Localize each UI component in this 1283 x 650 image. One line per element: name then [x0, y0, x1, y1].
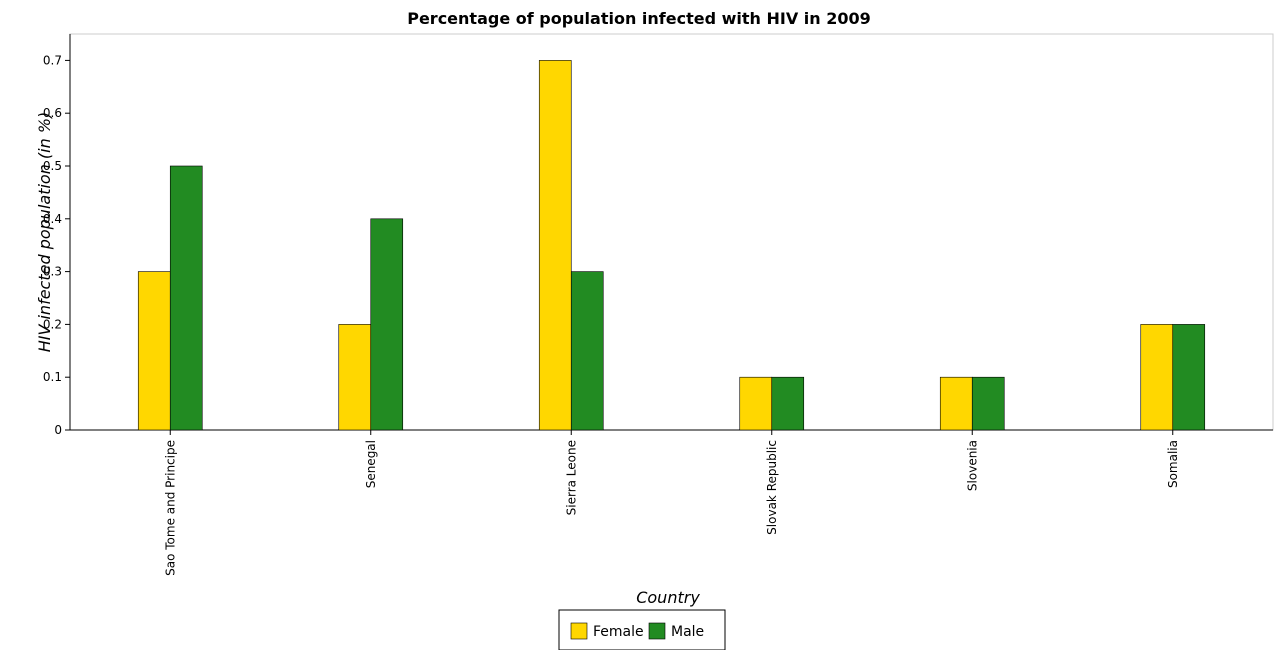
- x-tick-label: Somalia: [1166, 440, 1180, 488]
- x-tick-label: Slovenia: [965, 440, 979, 491]
- bar-female: [338, 324, 372, 431]
- y-tick-label: 0: [54, 423, 62, 437]
- bar-female: [1140, 324, 1174, 431]
- chart-title: Percentage of population infected with H…: [407, 9, 871, 28]
- bar-male: [370, 218, 404, 431]
- x-tick-label: Slovak Republic: [765, 440, 779, 535]
- bar-male: [169, 165, 203, 431]
- x-axis-label: Country: [636, 588, 700, 607]
- x-tick-label: Sao Tome and Principe: [163, 440, 177, 576]
- y-tick-label: 0.1: [43, 370, 62, 384]
- y-tick-label: 0.4: [43, 212, 62, 226]
- legend-swatch-female: [570, 622, 588, 640]
- y-tick-label: 0.5: [43, 159, 62, 173]
- bar-male: [971, 376, 1005, 431]
- legend-label-male: Male: [671, 624, 704, 640]
- x-tick-label: Senegal: [364, 440, 378, 488]
- legend: Female Male: [558, 609, 726, 650]
- y-axis-label: HIV infected population (in %): [35, 112, 54, 353]
- y-tick-label: 0.6: [43, 106, 62, 120]
- bar-male: [570, 271, 604, 431]
- bar-female: [939, 376, 973, 431]
- bar-male: [771, 376, 805, 431]
- x-tick-label: Sierra Leone: [564, 440, 578, 515]
- bar-male: [1172, 324, 1206, 431]
- legend-swatch-male: [648, 622, 666, 640]
- y-tick-label: 0.7: [43, 53, 62, 67]
- bar-female: [137, 271, 171, 431]
- y-tick-label: 0.3: [43, 265, 62, 279]
- legend-label-female: Female: [593, 624, 644, 640]
- bar-female: [538, 60, 572, 431]
- y-tick-label: 0.2: [43, 317, 62, 331]
- plot-area: 0 0.1 0.2 0.3 0.4 0.5 0.6 0.7 Sao Tome and Princ…: [43, 33, 1274, 576]
- bar-female: [739, 376, 773, 431]
- plot-frame: [69, 33, 1274, 431]
